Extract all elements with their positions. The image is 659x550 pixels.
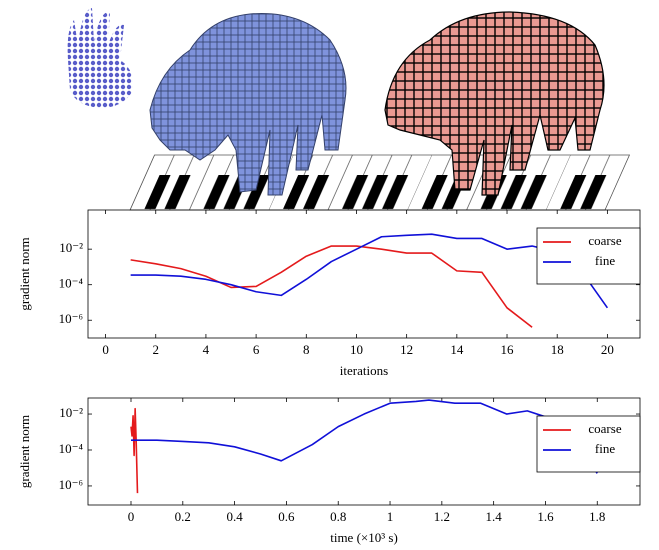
series-line (131, 400, 597, 473)
legend-label: fine (595, 441, 615, 456)
legend-label: coarse (588, 233, 621, 248)
x-tick-label: 6 (253, 342, 260, 357)
x-tick-label: 8 (303, 342, 310, 357)
x-tick-label: 16 (501, 342, 515, 357)
series-line (131, 409, 137, 493)
x-tick-label: 10 (350, 342, 363, 357)
illustration (68, 8, 630, 210)
x-tick-label: 0.4 (226, 509, 243, 524)
y-tick-label: 10⁻⁴ (59, 276, 84, 291)
x-tick-label: 1.6 (537, 509, 554, 524)
x-tick-label: 0.6 (278, 509, 295, 524)
x-tick-label: 1.8 (589, 509, 605, 524)
piano-keys (130, 155, 629, 210)
x-tick-label: 20 (601, 342, 614, 357)
x-tick-label: 12 (400, 342, 413, 357)
x-tick-label: 0 (128, 509, 135, 524)
series-line (131, 234, 608, 308)
y-axis-label: gradient norm (17, 237, 32, 310)
series-line (131, 246, 532, 327)
y-axis-label: gradient norm (17, 415, 32, 488)
y-tick-label: 10⁻² (59, 240, 83, 255)
x-tick-label: 1.4 (486, 509, 503, 524)
x-tick-label: 0 (102, 342, 109, 357)
x-tick-label: 4 (203, 342, 210, 357)
x-tick-label: 2 (152, 342, 159, 357)
x-tick-label: 14 (450, 342, 464, 357)
x-tick-label: 0.2 (175, 509, 191, 524)
legend-label: fine (595, 253, 615, 268)
x-axis-label: iterations (340, 363, 388, 378)
piano (130, 155, 629, 210)
figure: 0246810121416182010⁻⁶10⁻⁴10⁻²iterationsg… (0, 0, 659, 550)
y-tick-label: 10⁻⁶ (59, 311, 83, 326)
x-tick-label: 1 (387, 509, 394, 524)
y-tick-label: 10⁻⁶ (59, 477, 83, 492)
x-tick-label: 0.8 (330, 509, 346, 524)
y-tick-label: 10⁻⁴ (59, 441, 84, 456)
x-tick-label: 18 (551, 342, 564, 357)
point-cloud-hand (68, 8, 133, 108)
x-axis-label: time (×10³ s) (330, 530, 398, 545)
x-tick-label: 1.2 (434, 509, 450, 524)
legend-label: coarse (588, 421, 621, 436)
y-tick-label: 10⁻² (59, 405, 83, 420)
